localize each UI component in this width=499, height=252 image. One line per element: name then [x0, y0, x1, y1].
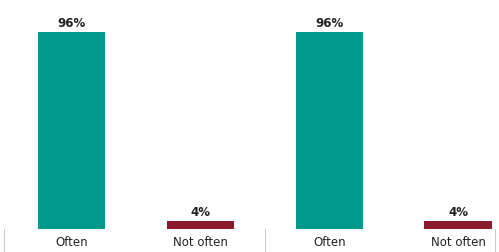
Bar	[38, 33, 105, 229]
Text: 4%: 4%	[191, 205, 211, 218]
Text: 96%: 96%	[57, 17, 86, 30]
Bar	[295, 33, 363, 229]
Bar	[167, 221, 234, 229]
Text: 4%: 4%	[448, 205, 468, 218]
Text: 96%: 96%	[315, 17, 343, 30]
Bar	[424, 221, 492, 229]
